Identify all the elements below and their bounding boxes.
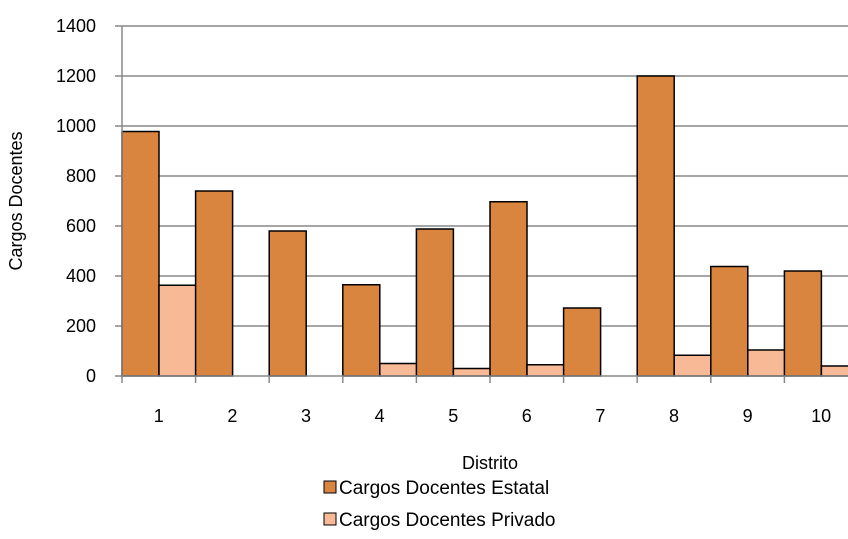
y-tick-label: 1400 — [56, 16, 96, 36]
bars — [121, 75, 848, 377]
bar-estatal-4 — [342, 284, 381, 377]
y-tick-label: 400 — [66, 266, 96, 286]
x-tick-label: 7 — [595, 406, 605, 426]
y-tick-label: 600 — [66, 216, 96, 236]
legend-label-privado: Cargos Docentes Privado — [339, 510, 556, 531]
bar-estatal-2 — [194, 190, 234, 377]
x-tick-labels: 1 2 3 4 5 6 7 8 9 10 — [154, 406, 831, 426]
bar-privado-5 — [452, 367, 492, 377]
bar-privado-6 — [526, 364, 565, 377]
x-axis-title: Distrito — [462, 453, 518, 473]
bar-privado-10 — [820, 365, 848, 377]
x-tick-label: 5 — [448, 406, 458, 426]
y-axis-title: Cargos Docentes — [6, 131, 26, 270]
bar-privado-4 — [379, 362, 418, 377]
bar-estatal-9 — [710, 265, 749, 377]
y-tick-label: 1200 — [56, 66, 96, 86]
bar-privado-9 — [747, 349, 786, 377]
x-tick-label: 1 — [154, 406, 164, 426]
y-tick-labels: 0 200 400 600 800 1000 1200 1400 — [56, 16, 96, 386]
bar-privado-1 — [158, 284, 197, 377]
bar-estatal-3 — [268, 230, 307, 377]
bar-estatal-8 — [636, 75, 675, 377]
x-tick-label: 9 — [743, 406, 753, 426]
x-tick-label: 8 — [669, 406, 679, 426]
axes — [121, 26, 848, 383]
gridlines — [115, 25, 848, 377]
bar-privado-8 — [673, 354, 712, 377]
y-tick-label: 800 — [66, 166, 96, 186]
bar-estatal-7 — [562, 307, 602, 377]
legend: Cargos Docentes Estatal Cargos Docentes P… — [323, 478, 556, 531]
bar-estatal-10 — [783, 270, 823, 377]
x-tick-label: 2 — [227, 406, 237, 426]
x-tick-label: 4 — [375, 406, 385, 426]
x-tick-label: 10 — [811, 406, 831, 426]
y-tick-label: 200 — [66, 316, 96, 336]
y-tick-label: 1000 — [56, 116, 96, 136]
x-tick-label: 6 — [522, 406, 532, 426]
legend-swatch-estatal — [323, 480, 337, 494]
legend-label-estatal: Cargos Docentes Estatal — [339, 478, 549, 499]
bar-estatal-1 — [121, 130, 160, 377]
bar-estatal-5 — [415, 228, 455, 377]
legend-swatch-privado — [323, 512, 337, 526]
x-tick-label: 3 — [301, 406, 311, 426]
y-tick-label: 0 — [86, 366, 96, 386]
bar-estatal-6 — [489, 201, 528, 377]
